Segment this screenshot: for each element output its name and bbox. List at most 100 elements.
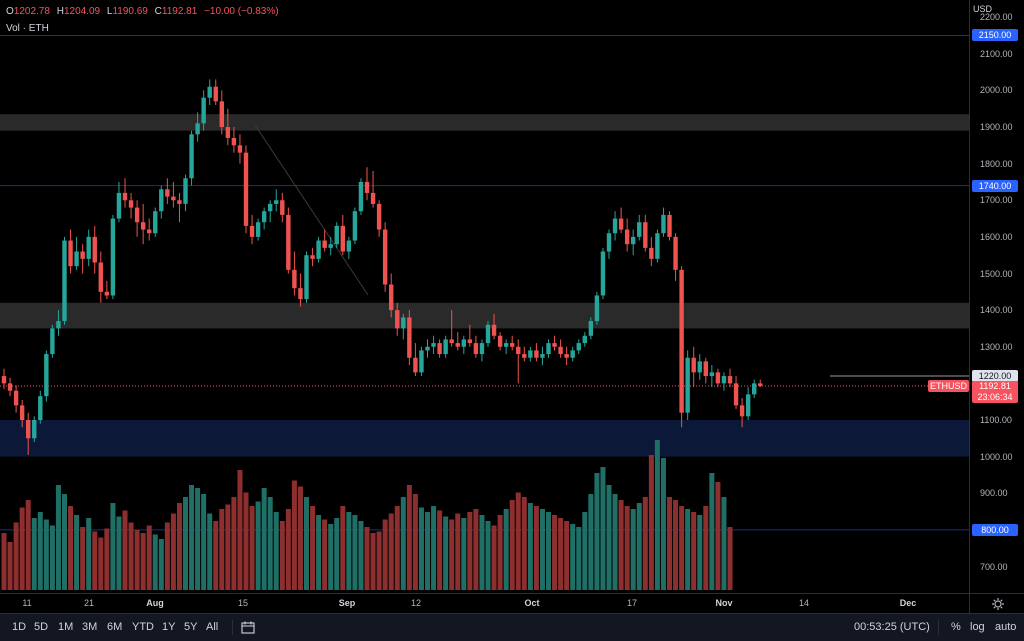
price-chart-canvas[interactable] xyxy=(0,0,969,593)
candle-body xyxy=(183,178,188,204)
candle-body xyxy=(92,236,97,263)
candle-body xyxy=(727,376,733,384)
open-value: 1202.78 xyxy=(13,6,50,17)
candle-body xyxy=(733,383,739,406)
volume-bar xyxy=(582,512,588,590)
auto-toggle[interactable]: auto xyxy=(995,621,1017,633)
gear-icon[interactable] xyxy=(991,597,1005,611)
candle-body xyxy=(280,200,285,215)
volume-bar xyxy=(201,494,207,590)
range-button-1m[interactable]: 1M xyxy=(58,621,74,633)
volume-bar xyxy=(237,470,243,590)
trend-line xyxy=(254,124,369,296)
candle-body xyxy=(606,233,612,252)
volume-bar xyxy=(110,503,116,590)
volume-bar xyxy=(213,521,219,590)
candle-body xyxy=(413,357,418,373)
candle-body xyxy=(274,200,279,204)
candle-body xyxy=(213,86,218,102)
time-axis-label: 21 xyxy=(83,598,95,608)
range-button-6m[interactable]: 6M xyxy=(107,621,123,633)
volume-bar xyxy=(176,503,182,590)
volume-bar xyxy=(370,533,376,590)
candle-body xyxy=(522,354,527,358)
candle-body xyxy=(171,196,176,201)
time-axis-label: 17 xyxy=(626,598,638,608)
range-button-ytd[interactable]: YTD xyxy=(132,621,154,633)
volume-bar xyxy=(570,524,576,590)
candle-body xyxy=(564,354,569,358)
price-tick-label: 1500.00 xyxy=(980,268,1013,279)
candle-body xyxy=(292,269,297,289)
toolbar-divider xyxy=(232,620,233,635)
volume-bar xyxy=(437,510,443,590)
candle-body xyxy=(745,394,751,417)
volume-bar xyxy=(62,494,67,590)
chart-settings[interactable] xyxy=(969,593,1024,614)
candle-body xyxy=(358,181,364,212)
volume-bar xyxy=(612,494,618,590)
zone-blue xyxy=(0,420,969,457)
price-tick-label: 2100.00 xyxy=(980,48,1013,59)
range-button-all[interactable]: All xyxy=(206,621,219,633)
high-value: 1204.09 xyxy=(63,6,101,17)
volume-bar xyxy=(388,513,394,590)
volume-legend[interactable]: Vol · ETH xyxy=(6,23,49,34)
volume-bar xyxy=(594,473,600,590)
candle-body xyxy=(667,214,672,237)
price-tick-label: 1400.00 xyxy=(980,305,1013,316)
volume-bar xyxy=(546,512,551,590)
volume-bar xyxy=(364,527,370,590)
candle-body xyxy=(721,376,727,384)
volume-bar xyxy=(140,533,146,590)
candle-body xyxy=(62,240,67,322)
candle-body xyxy=(570,350,575,358)
candle-body xyxy=(147,229,152,234)
candle-body xyxy=(322,240,327,248)
currency-label[interactable]: USD xyxy=(973,4,993,14)
candle-body xyxy=(328,244,333,248)
volume-bar xyxy=(491,525,497,590)
volume-bar xyxy=(25,500,31,590)
volume-bar xyxy=(679,506,685,590)
volume-bar xyxy=(134,530,140,590)
range-button-5y[interactable]: 5Y xyxy=(184,621,198,633)
percent-toggle[interactable]: % xyxy=(951,621,961,633)
volume-bar xyxy=(7,542,13,590)
toolbar-divider xyxy=(938,620,939,635)
range-button-1y[interactable]: 1Y xyxy=(162,621,176,633)
volume-bar xyxy=(195,488,201,590)
volume-bar xyxy=(219,509,225,590)
price-tick-label: 1600.00 xyxy=(980,231,1013,242)
time-axis-label: Dec xyxy=(899,598,917,608)
candle-body xyxy=(1,376,7,384)
range-button-5d[interactable]: 5D xyxy=(34,621,49,633)
price-tick-label: 2000.00 xyxy=(980,85,1013,96)
volume-bar xyxy=(624,506,630,590)
candle-body xyxy=(485,324,491,344)
volume-bar xyxy=(146,525,152,590)
volume-bar xyxy=(267,497,273,590)
range-button-1d[interactable]: 1D xyxy=(12,621,27,633)
range-button-3m[interactable]: 3M xyxy=(82,621,98,633)
volume-bar xyxy=(673,500,679,590)
candle-body xyxy=(249,225,255,237)
candle-body xyxy=(177,200,182,204)
candle-body xyxy=(437,343,442,355)
candle-body xyxy=(479,343,485,355)
price-axis[interactable]: USD 2200.00 2100.00 2000.00 1900.00 1800.00 1… xyxy=(969,0,1024,593)
candle-body xyxy=(50,328,55,355)
volume-bar xyxy=(13,522,19,590)
ohlc-legend: O1202.78 H1204.09 L1190.69 C1192.81 −10.… xyxy=(6,6,283,17)
time-axis[interactable]: 11 21 Aug 15 Sep 12 Oct 17 Nov 14 Dec xyxy=(0,593,969,614)
candle-body xyxy=(340,225,345,252)
candle-body xyxy=(334,225,339,245)
log-toggle[interactable]: log xyxy=(970,621,985,633)
candle-body xyxy=(255,222,261,237)
volume-bar xyxy=(170,513,176,590)
candle-body xyxy=(758,383,763,386)
calendar-range-icon[interactable] xyxy=(241,621,255,634)
candle-body xyxy=(624,229,630,245)
chart-pane[interactable]: O1202.78 H1204.09 L1190.69 C1192.81 −10.… xyxy=(0,0,969,593)
utc-clock[interactable]: 00:53:25 (UTC) xyxy=(854,621,930,633)
